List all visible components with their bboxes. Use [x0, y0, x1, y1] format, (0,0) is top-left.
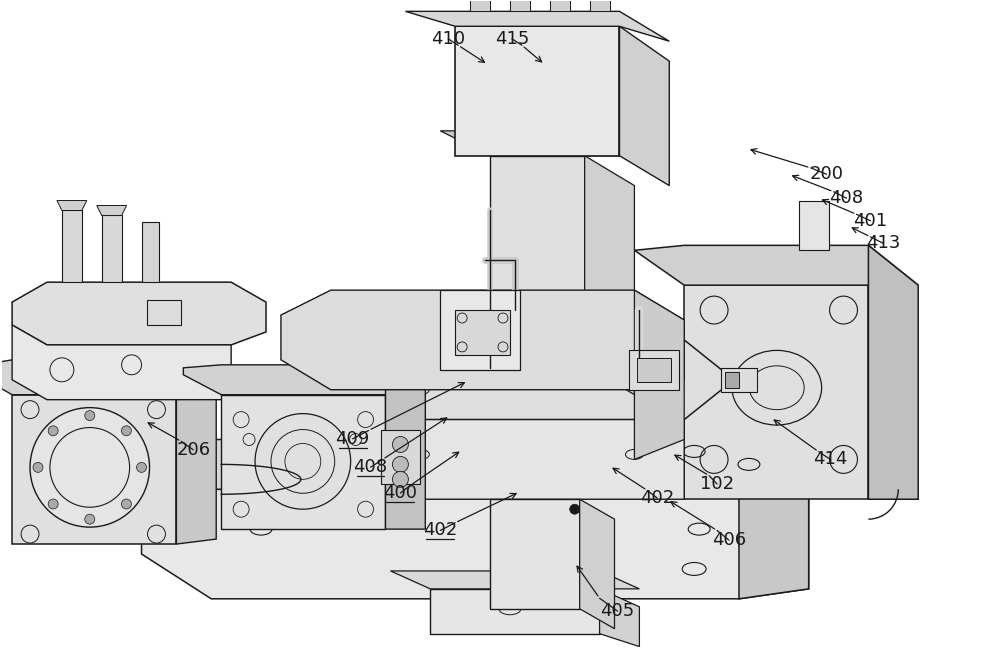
Circle shape	[392, 437, 408, 452]
Circle shape	[137, 463, 147, 472]
Text: 400: 400	[383, 484, 417, 502]
Circle shape	[33, 463, 43, 472]
Polygon shape	[580, 499, 615, 629]
Polygon shape	[405, 12, 669, 41]
Polygon shape	[331, 380, 684, 499]
Bar	[629, 350, 679, 389]
Polygon shape	[868, 246, 918, 499]
Text: 406: 406	[712, 531, 746, 549]
Text: 102: 102	[700, 475, 734, 493]
Polygon shape	[684, 285, 868, 499]
Polygon shape	[634, 246, 918, 285]
Circle shape	[85, 411, 95, 421]
Polygon shape	[221, 395, 385, 529]
Text: 402: 402	[640, 489, 674, 507]
Text: 402: 402	[423, 522, 457, 540]
Text: 409: 409	[336, 430, 370, 448]
Text: 408: 408	[353, 458, 388, 476]
Circle shape	[392, 456, 408, 472]
Circle shape	[48, 499, 58, 509]
Circle shape	[121, 499, 131, 509]
Polygon shape	[455, 310, 510, 355]
Polygon shape	[430, 589, 600, 634]
Circle shape	[465, 138, 475, 148]
Text: 206: 206	[176, 441, 210, 459]
Polygon shape	[390, 571, 639, 589]
Circle shape	[392, 471, 408, 487]
Bar	[637, 358, 671, 382]
Text: 410: 410	[431, 30, 465, 48]
Polygon shape	[385, 365, 425, 529]
Bar	[550, 0, 570, 12]
Polygon shape	[0, 360, 216, 398]
Circle shape	[30, 408, 150, 527]
Text: 408: 408	[829, 189, 864, 207]
Circle shape	[85, 514, 95, 524]
Bar	[147, 300, 181, 325]
Circle shape	[605, 34, 615, 44]
Polygon shape	[440, 131, 634, 156]
Polygon shape	[142, 222, 159, 282]
Bar	[725, 372, 739, 388]
Circle shape	[48, 426, 58, 435]
Polygon shape	[176, 360, 216, 544]
Circle shape	[465, 34, 475, 44]
Polygon shape	[12, 325, 231, 400]
Circle shape	[121, 426, 131, 435]
Polygon shape	[600, 589, 639, 647]
Polygon shape	[490, 156, 585, 365]
Circle shape	[255, 413, 351, 509]
Polygon shape	[12, 395, 176, 544]
Polygon shape	[585, 156, 634, 395]
Polygon shape	[739, 439, 809, 599]
Bar	[510, 0, 530, 12]
Text: 405: 405	[600, 602, 635, 620]
Polygon shape	[142, 400, 809, 539]
Bar	[470, 0, 490, 12]
Polygon shape	[440, 290, 520, 370]
Text: 401: 401	[853, 212, 887, 230]
Polygon shape	[183, 365, 425, 398]
Polygon shape	[62, 211, 82, 282]
Bar	[590, 0, 610, 12]
Polygon shape	[57, 200, 87, 211]
Bar	[721, 368, 757, 391]
Circle shape	[570, 504, 580, 514]
Polygon shape	[331, 340, 734, 420]
Text: 415: 415	[495, 30, 529, 48]
Polygon shape	[102, 216, 122, 282]
Polygon shape	[619, 27, 669, 185]
Polygon shape	[490, 499, 580, 608]
Text: 200: 200	[810, 165, 844, 183]
Text: 413: 413	[866, 235, 901, 252]
Polygon shape	[12, 282, 266, 345]
Circle shape	[605, 138, 615, 148]
Bar	[381, 430, 420, 484]
Text: 414: 414	[813, 450, 848, 469]
Polygon shape	[142, 489, 809, 599]
Polygon shape	[455, 27, 619, 156]
Polygon shape	[97, 205, 127, 216]
Polygon shape	[634, 290, 684, 459]
Polygon shape	[281, 290, 684, 389]
Bar	[799, 200, 829, 250]
